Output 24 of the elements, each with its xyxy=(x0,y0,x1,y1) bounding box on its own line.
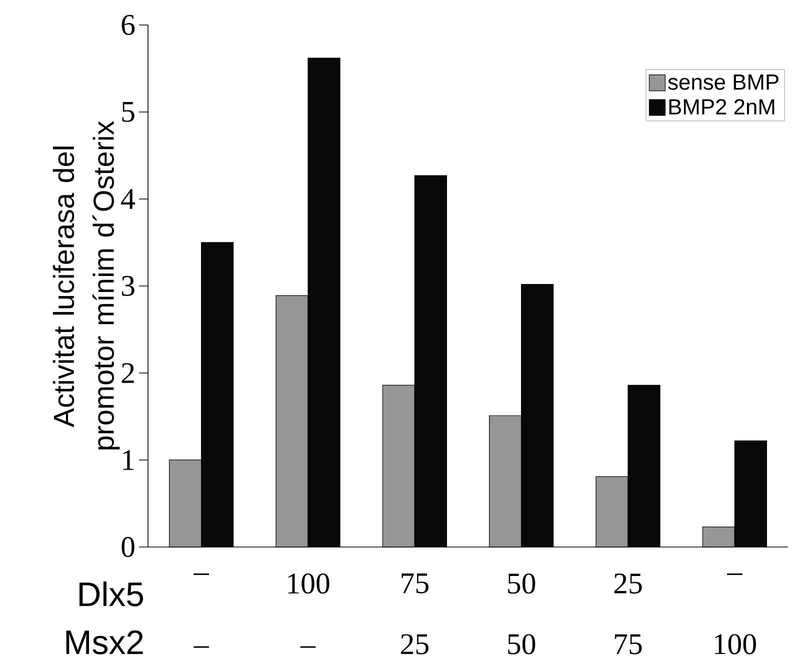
text: Msx2 xyxy=(66,630,143,654)
legend-label: sense BMP xyxy=(668,74,778,90)
x-tick-label: 75 xyxy=(402,573,428,594)
y-tick-label: 0 xyxy=(122,536,134,558)
y-tick-label: 3 xyxy=(122,276,134,296)
x-tick-label: 50 xyxy=(508,574,536,594)
text: 50 xyxy=(508,634,536,654)
text: Dlx5 xyxy=(80,581,144,606)
y-tick-label: 6 xyxy=(122,14,135,36)
x-tick-label: 100 xyxy=(288,574,330,594)
y-axis-title: Activitat luciferasa del promotor mínim d´Osterix xyxy=(52,120,120,450)
y-tick-label: 4 xyxy=(121,189,136,209)
text: – xyxy=(194,646,210,648)
text: 25 xyxy=(401,634,428,654)
x-tick-label: – xyxy=(727,574,742,575)
text: 75 xyxy=(615,634,642,654)
legend-label: BMP2 2nM xyxy=(669,99,774,114)
x-tick-label: 25 xyxy=(614,573,642,594)
y-tick-label: 1 xyxy=(123,450,134,470)
text: 100 xyxy=(714,634,756,654)
y-tick-label: 5 xyxy=(122,102,134,122)
y-tick-label: 2 xyxy=(122,363,134,383)
x-tick-label: – xyxy=(194,574,210,575)
text: – xyxy=(300,646,316,648)
